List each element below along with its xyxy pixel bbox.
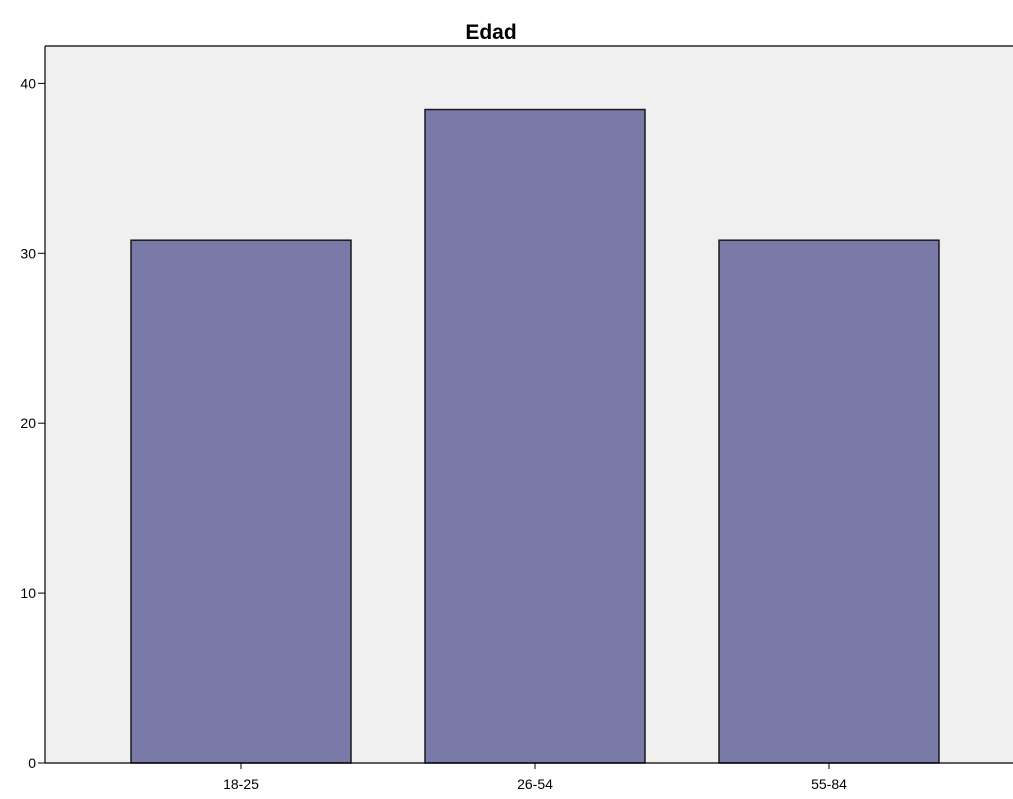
- y-tick-label: 0: [28, 755, 36, 771]
- bar-55-84: [718, 239, 940, 764]
- axes-group: [44, 45, 1013, 764]
- x-axis-ticks: 18-25 26-54 55-84: [223, 763, 847, 792]
- chart-title: Edad: [465, 21, 516, 44]
- bar-26-54: [424, 108, 646, 764]
- x-tick-label: 55-84: [811, 776, 847, 792]
- y-tick-label: 30: [20, 245, 36, 261]
- y-tick-label: 40: [20, 75, 36, 91]
- y-tick-label: 20: [20, 415, 36, 431]
- bars-group: [130, 108, 940, 764]
- x-tick-label: 26-54: [517, 776, 553, 792]
- x-tick-label: 18-25: [223, 776, 259, 792]
- y-tick-label: 10: [20, 585, 36, 601]
- bar-18-25: [130, 239, 352, 764]
- y-axis-ticks: 0 10 20 30 40: [20, 75, 45, 771]
